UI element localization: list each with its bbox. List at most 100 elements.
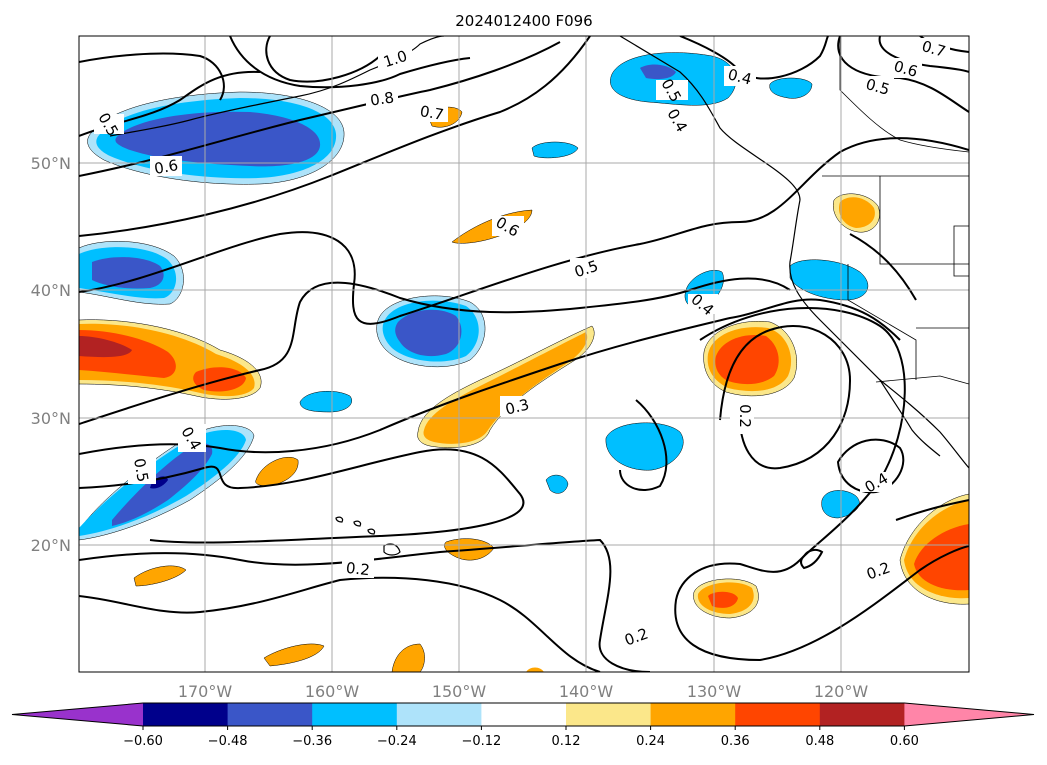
contour-line	[79, 137, 969, 325]
coastline-alaska-peninsula	[109, 36, 445, 137]
contour-label: 0.4	[726, 65, 754, 88]
colorbar-swatch	[227, 703, 313, 726]
colorbar-swatch	[819, 703, 905, 726]
colorbar-extension-high	[904, 703, 1034, 726]
blue-area-23n-126w	[821, 490, 860, 519]
colorbar-swatch	[396, 703, 482, 726]
contour-line	[849, 233, 917, 301]
lon-label-150w: 150°W	[432, 682, 487, 701]
contour-line	[79, 576, 601, 672]
colorbar-tick-label: 0.36	[721, 734, 750, 749]
graticule	[79, 36, 969, 672]
blue-area-subtropical-west-dark	[150, 476, 168, 489]
contour-labels: 1.0 0.8 0.7 0.6 0.5 0.6 0.5 0.4 0.5 0.4 …	[94, 37, 950, 649]
lon-label-120w: 120°W	[814, 682, 869, 701]
blue-area-small-51n	[531, 141, 579, 159]
longitude-labels: 170°W 160°W 150°W 140°W 130°W 120°W	[178, 682, 869, 701]
colorbar-swatch	[481, 703, 567, 726]
contour-line	[79, 36, 591, 237]
orange-area-15n-130w-core	[708, 591, 738, 608]
contour-label: 0.6	[153, 156, 180, 178]
coastlines	[109, 36, 969, 556]
coastline-hawaii-small-2	[353, 520, 362, 527]
lat-label-40n: 40°N	[31, 281, 71, 300]
contour-line	[836, 438, 905, 494]
border-us-mexico	[875, 375, 969, 385]
coastline-hawaii-island	[383, 543, 401, 556]
colorbar-tick-label: −0.36	[292, 734, 332, 749]
coastline-alaska-panhandle	[619, 36, 801, 201]
lat-label-20n: 20°N	[31, 536, 71, 555]
blue-area-alaska-panhandle-core	[640, 64, 676, 80]
colorbar-extension-low	[12, 703, 143, 726]
contour-line	[619, 399, 668, 491]
lat-label-30n: 30°N	[31, 409, 71, 428]
colorbar-swatch	[650, 703, 736, 726]
colorbar-tick-label: 0.24	[636, 734, 665, 749]
colorbar-tick-label: −0.12	[461, 734, 501, 749]
colorbar-swatch	[143, 703, 229, 726]
lon-label-140w: 140°W	[559, 682, 614, 701]
blue-area-alaska-panhandle	[610, 52, 737, 106]
contour-line	[800, 548, 824, 570]
colorbar-tick-label: 0.48	[805, 734, 834, 749]
border-us-states-1	[879, 176, 969, 265]
colorbar-swatch	[735, 703, 821, 726]
blue-area-small-31n	[299, 390, 352, 413]
contour-label: 0.3	[503, 395, 531, 418]
orange-area-35n-130w-core	[715, 334, 779, 385]
colorbar-tick-label: −0.48	[208, 734, 248, 749]
contour-line	[79, 448, 525, 544]
orange-area-11n-163w	[263, 643, 325, 667]
colorbar-tick-label: −0.24	[377, 734, 417, 749]
orange-area-11n-154w	[391, 643, 425, 672]
contour-label: 0.2	[345, 559, 371, 579]
orange-area-jetband-mid	[423, 332, 588, 444]
lon-label-130w: 130°W	[687, 682, 742, 701]
orange-area-west-36n-red	[79, 336, 132, 358]
contour-line	[79, 538, 651, 672]
coastline-baja	[879, 379, 941, 457]
lon-label-170w: 170°W	[178, 682, 233, 701]
contour-label: 0.6	[892, 57, 920, 81]
border-alaska-canada	[839, 36, 969, 153]
colorbar-tick-label: −0.60	[123, 734, 163, 749]
colorbar-tick-label: 0.60	[890, 734, 919, 749]
orange-area-17n-163w	[133, 565, 187, 587]
contour-label: 0.7	[419, 102, 446, 124]
colorbar-swatch	[312, 703, 398, 726]
contour-line	[674, 307, 969, 662]
political-borders	[822, 36, 969, 385]
contour-line	[79, 41, 561, 177]
blue-area-central-37n-core	[395, 309, 462, 357]
orange-area-10n-145w	[526, 667, 544, 672]
contour-label: 0.2	[736, 404, 754, 428]
contour-label: 0.5	[864, 75, 892, 99]
negative-anomaly-areas	[79, 52, 869, 541]
blue-area-56n-123w	[769, 77, 813, 99]
border-us-states-4	[953, 225, 969, 277]
latitude-labels: 50°N 40°N 30°N 20°N	[31, 154, 71, 555]
coastline-hawaii-small-3	[367, 528, 376, 535]
orange-area-27n-163w	[255, 456, 299, 487]
blue-area-west-40n-core	[92, 257, 164, 289]
coastline-west-coast	[789, 199, 969, 469]
map-panel: 1.0 0.8 0.7 0.6 0.5 0.6 0.5 0.4 0.5 0.4 …	[79, 36, 969, 672]
blue-area-small-24n	[545, 474, 569, 494]
lat-label-50n: 50°N	[31, 154, 71, 173]
lon-label-160w: 160°W	[305, 682, 360, 701]
contour-line	[79, 52, 225, 101]
contour-lines	[79, 36, 969, 672]
map-frame	[78, 35, 970, 673]
border-us-states-2	[847, 264, 917, 380]
colorbar-tick-label: 0.12	[552, 734, 581, 749]
orange-area-46n-121w-mid	[838, 197, 875, 228]
colorbar: −0.60 −0.48 −0.36 −0.24 −0.12 0.12 0.24 0.36 0.4…	[11, 702, 1035, 749]
contour-line	[79, 298, 901, 455]
contour-line	[229, 36, 471, 89]
contour-line	[265, 36, 381, 83]
coastline-hawaii-small-1	[335, 516, 344, 523]
contour-label: 0.7	[920, 37, 948, 61]
map-title: 2024012400 F096	[455, 12, 592, 30]
